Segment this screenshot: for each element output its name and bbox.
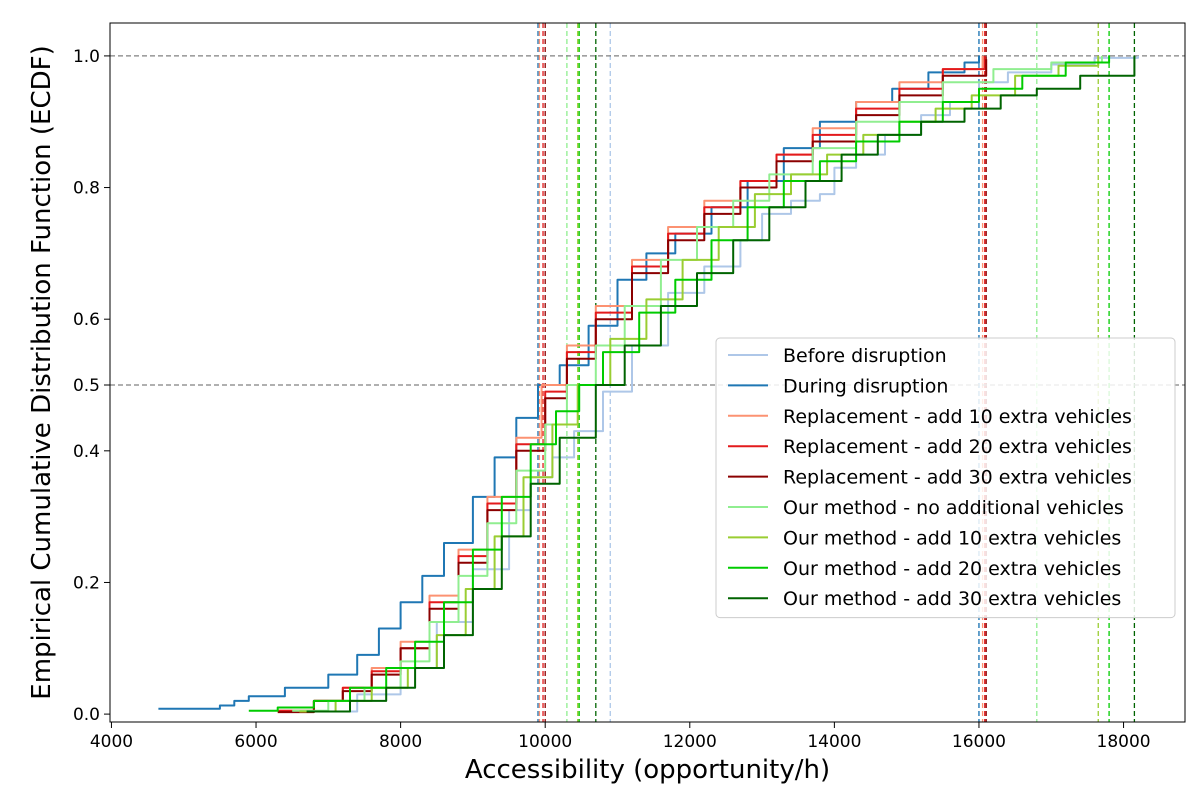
series-lines: [158, 55, 1139, 714]
y-axis-title: Empirical Cumulative Distribution Functi…: [27, 45, 57, 699]
legend-label: Our method - no additional vehicles: [783, 497, 1124, 519]
median-max-marker-lines: [537, 23, 1136, 722]
legend-label: Replacement - add 30 extra vehicles: [783, 467, 1132, 489]
reference-lines: [110, 55, 1185, 386]
x-tick-label: 12000: [663, 732, 717, 752]
series-line-8: [248, 55, 1111, 712]
x-tick-label: 8000: [379, 732, 422, 752]
y-tick-label: 0.4: [73, 442, 100, 462]
legend-label: Replacement - add 20 extra vehicles: [783, 436, 1132, 458]
series-line-6: [292, 55, 1103, 712]
series-line-9: [306, 55, 1136, 713]
x-axis-ticks: 4000 6000 8000 10000 12000 14000 16000 18000: [90, 722, 1151, 752]
x-axis-title: Accessibility (opportunity/h): [465, 755, 830, 785]
y-axis-ticks: 0.0 0.2 0.4 0.5 0.6 0.8 1.0: [73, 47, 110, 725]
y-tick-label: 0.2: [73, 573, 100, 593]
x-tick-label: 18000: [1097, 732, 1151, 752]
legend-label: During disruption: [783, 375, 948, 397]
y-tick-label: 0.6: [73, 310, 100, 330]
series-line-2: [158, 55, 980, 710]
y-tick-label: 0.0: [73, 705, 100, 725]
legend-label: Our method - add 10 extra vehicles: [783, 527, 1121, 549]
legend-label: Replacement - add 10 extra vehicles: [783, 406, 1132, 428]
x-tick-label: 16000: [952, 732, 1006, 752]
x-tick-label: 14000: [807, 732, 861, 752]
x-tick-label: 4000: [90, 732, 133, 752]
y-tick-label: 0.5: [73, 376, 100, 396]
legend-label: Our method - add 30 extra vehicles: [783, 588, 1121, 610]
x-tick-label: 6000: [234, 732, 277, 752]
legend: Before disruption During disruption Replac…: [715, 337, 1176, 619]
legend-label: Before disruption: [783, 345, 947, 367]
x-tick-label: 10000: [518, 732, 572, 752]
series-line-7: [299, 55, 1100, 713]
plot-frame: [109, 22, 1186, 723]
y-tick-label: 1.0: [73, 47, 100, 67]
legend-box: [715, 337, 1176, 619]
y-tick-label: 0.8: [73, 179, 100, 199]
legend-label: Our method - add 20 extra vehicles: [783, 558, 1121, 580]
